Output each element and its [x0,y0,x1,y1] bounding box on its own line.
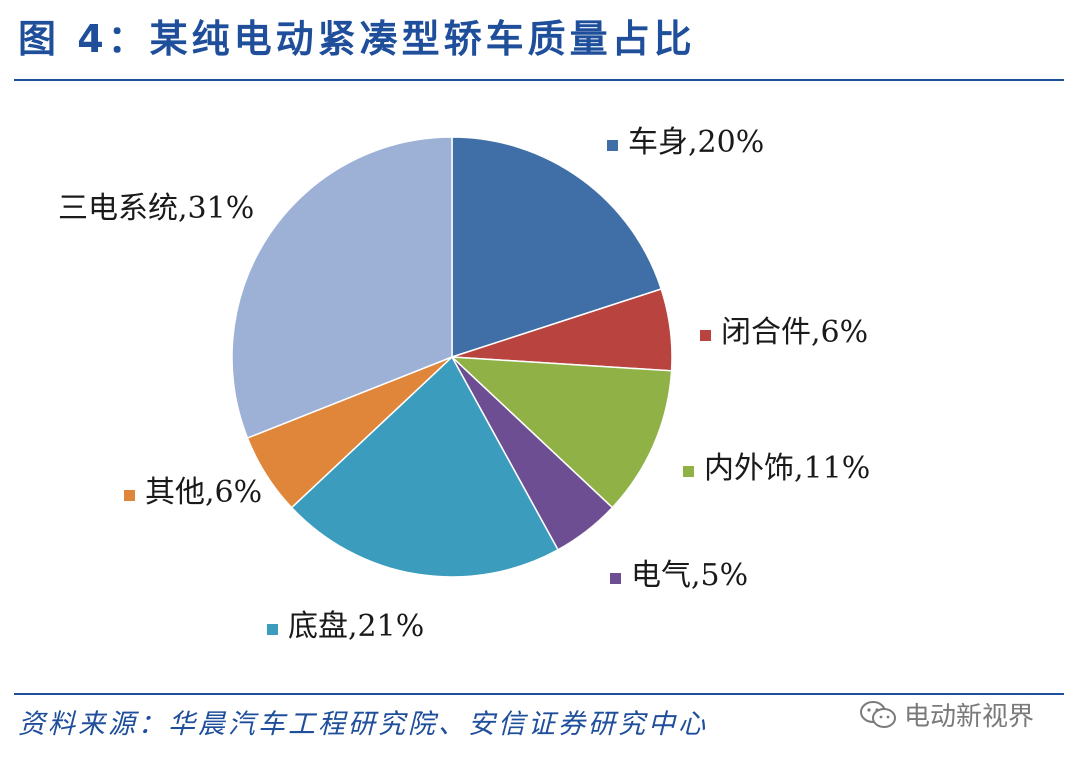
watermark: 电动新视界 [858,696,1034,733]
source-note: 资料来源：华晨汽车工程研究院、安信证券研究中心 [18,709,708,740]
pie-slice-5 [290,355,560,578]
title-divider [14,79,1064,81]
slice-label-7: 三电系统,31% [58,191,254,226]
legend-marker-1 [607,140,618,151]
pie-chart: 车身,20% 闭合件,6% 内外饰,11% 电气,5% 底盘,21% 其他,6% 三电系统,… [58,125,870,644]
slice-label-6: 其他,6% [145,475,262,510]
slice-label-2: 闭合件,6% [721,315,868,350]
legend-marker-5 [267,624,278,635]
slice-label-5: 底盘,21% [288,609,424,644]
wechat-icon [858,699,898,731]
slice-label-4: 电气,5% [631,558,748,593]
pie-slice-7 [231,136,453,439]
legend-marker-3 [683,466,694,477]
slice-label-3: 内外饰,11% [704,451,870,486]
pie-slice-1 [451,136,663,359]
legend-marker-2 [700,330,711,341]
source-divider [14,693,1064,695]
slice-label-1: 车身,20% [628,125,764,160]
watermark-text: 电动新视界 [904,702,1035,732]
legend-marker-6 [124,490,135,501]
pie-slice-3 [449,356,673,509]
legend-marker-4 [610,573,621,584]
figure-title: 图 4：某纯电动紧凑型轿车质量占比 [18,17,696,61]
